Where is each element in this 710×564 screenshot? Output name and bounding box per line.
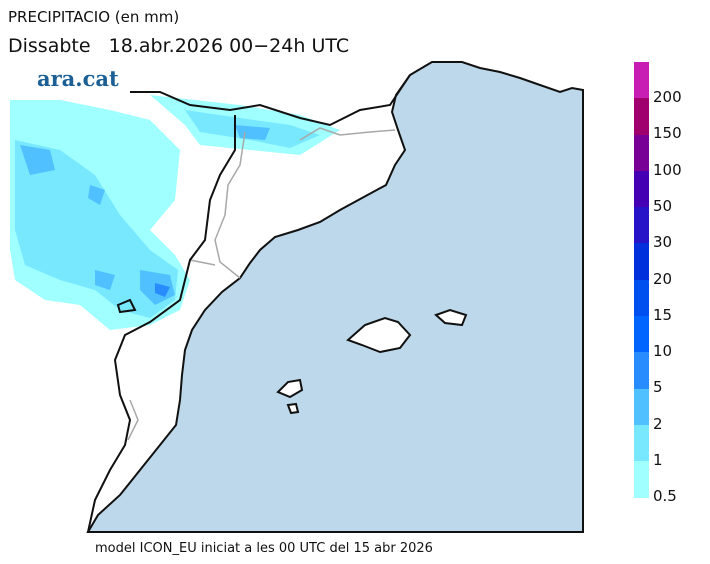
legend-label: 5 [653,378,663,397]
island-formentera [286,402,300,415]
legend-label: 2 [653,414,663,433]
legend-label: 0.5 [653,487,677,506]
model-run-footer: model ICON_EU iniciat a les 00 UTC del 1… [95,541,433,556]
chart-title: PRECIPITACIO (en mm) [8,8,180,26]
legend-label: 30 [653,233,673,252]
legend-swatch [634,352,649,389]
legend-label: 20 [653,269,673,288]
legend-swatch [634,207,649,244]
legend-label: 1 [653,451,663,469]
date-subtitle: Dissabte 18.abr.2026 00−24h UTC [8,35,350,57]
legend-swatch [634,424,649,462]
legend-swatch [634,279,649,317]
color-legend-bar [634,62,649,498]
legend-label: 50 [653,196,673,215]
precipitation-areas [10,95,340,330]
legend-swatch [634,461,649,498]
balearic-islands [276,308,468,415]
legend-swatch [634,388,649,425]
legend-label: 15 [653,305,673,324]
legend-swatch [634,62,649,99]
legend-swatch [634,316,649,353]
legend-label: 100 [653,160,682,179]
legend-swatch [634,243,649,280]
legend-swatch [634,134,649,171]
ara-cat-logo: ara.cat [37,66,119,91]
legend-label: 150 [653,124,682,143]
sea [86,61,584,533]
coastline-inland [87,74,411,533]
legend-swatch [634,98,649,135]
island-mallorca [346,316,412,354]
legend-swatch [634,170,649,208]
island-menorca [434,308,468,327]
borders [127,127,396,441]
legend-label: 200 [653,88,682,106]
island-ibiza [276,378,304,399]
legend-label: 10 [653,342,673,361]
